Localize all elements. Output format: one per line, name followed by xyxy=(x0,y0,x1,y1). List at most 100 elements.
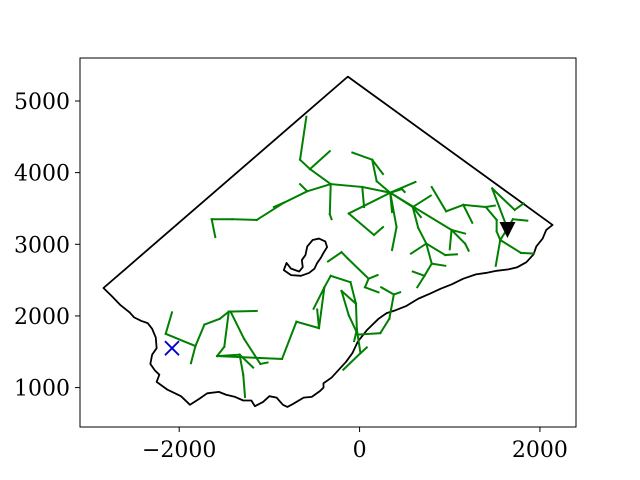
y-tick-label: 1000 xyxy=(14,377,70,402)
network-segment xyxy=(347,191,392,215)
network-segment xyxy=(298,182,309,193)
network-segment xyxy=(356,332,382,336)
network-segment xyxy=(424,242,447,257)
network-segment xyxy=(463,242,471,253)
network-segment xyxy=(347,313,360,336)
network-segment xyxy=(223,310,230,348)
network-segment xyxy=(329,274,352,284)
network-segment xyxy=(354,302,358,331)
network-segment xyxy=(389,191,398,229)
network-segment xyxy=(379,285,396,296)
network-segment xyxy=(298,158,312,171)
x-tick-label: −2000 xyxy=(142,438,216,463)
network-segment xyxy=(450,228,467,245)
network-segment xyxy=(328,183,332,216)
network-segment xyxy=(361,185,366,209)
network-segment xyxy=(229,310,246,341)
network-segment xyxy=(448,228,453,251)
network-segment xyxy=(323,274,333,289)
network-segment xyxy=(444,203,465,213)
source-marker xyxy=(164,340,180,356)
network-segment xyxy=(349,281,358,305)
map-boundary xyxy=(102,75,554,408)
network-segment xyxy=(341,351,362,372)
network-segment xyxy=(189,344,197,365)
network-segment xyxy=(462,203,487,209)
network-segment xyxy=(351,151,374,162)
network-segment xyxy=(416,226,428,245)
network-segment xyxy=(359,346,369,355)
x-tick-label: 0 xyxy=(353,438,367,463)
network-segment xyxy=(328,212,333,221)
network-segment xyxy=(388,191,453,232)
network-segment xyxy=(494,238,502,267)
x-tick-label: 2000 xyxy=(512,438,568,463)
network-segment xyxy=(371,158,378,183)
x-axis: −2000 0 2000 xyxy=(142,427,568,463)
y-tick-label: 4000 xyxy=(14,162,70,187)
network-segment xyxy=(484,205,499,222)
y-tick-label: 3000 xyxy=(14,233,70,258)
y-axis: 1000 2000 3000 4000 5000 xyxy=(14,90,80,402)
network-segment xyxy=(400,187,407,194)
network-segment xyxy=(164,311,174,336)
network-segment xyxy=(450,228,467,235)
network-segment xyxy=(444,253,459,257)
network-segment xyxy=(306,182,332,193)
network-segment xyxy=(282,189,309,205)
network-segment xyxy=(242,337,262,366)
network-segment xyxy=(411,270,426,278)
network-segment xyxy=(216,355,284,360)
network-segment xyxy=(430,262,447,267)
network-segment xyxy=(513,202,526,212)
target-marker xyxy=(499,221,516,238)
network-segment xyxy=(215,345,226,358)
network-segment xyxy=(388,187,404,194)
network-segment xyxy=(308,167,333,186)
network-segment xyxy=(346,257,370,281)
network-segment xyxy=(308,149,332,171)
network-segment xyxy=(495,230,502,242)
network-segment xyxy=(367,273,379,280)
network-segment xyxy=(272,201,286,209)
network-segment xyxy=(298,115,308,161)
network-segment xyxy=(231,218,258,221)
network-segment xyxy=(210,218,217,239)
axes-frame xyxy=(79,57,577,428)
network-segment xyxy=(378,317,391,335)
network-segment xyxy=(415,274,426,289)
network-segment xyxy=(340,250,350,261)
data-layer xyxy=(102,75,554,408)
network-segment xyxy=(372,225,385,237)
network-segment xyxy=(317,286,326,330)
network-segment xyxy=(312,285,326,311)
network-segment xyxy=(461,203,474,225)
network-segment xyxy=(361,185,392,194)
network-segment xyxy=(511,218,529,222)
network-segment xyxy=(227,309,258,313)
network-segment xyxy=(411,194,433,209)
network-segment xyxy=(375,179,392,195)
network-segment xyxy=(370,158,385,176)
network-segment xyxy=(490,186,517,212)
network-segment xyxy=(280,320,298,361)
network-segment xyxy=(203,317,222,326)
network-segment xyxy=(326,250,343,263)
network-segment xyxy=(498,238,523,255)
network-segment xyxy=(430,185,448,213)
network-segment xyxy=(423,262,434,278)
network-segment xyxy=(295,320,321,330)
network-segment xyxy=(484,204,496,209)
network-segment xyxy=(259,361,269,366)
network-segment xyxy=(411,205,420,230)
network-segment xyxy=(164,332,197,348)
network-segment xyxy=(425,242,433,265)
network-segment xyxy=(519,251,535,255)
network-segment xyxy=(390,225,398,252)
y-tick-label: 2000 xyxy=(14,305,70,330)
network-segment xyxy=(347,212,376,237)
network-segment xyxy=(329,183,364,189)
network-segment xyxy=(388,293,395,320)
network-segment xyxy=(340,289,350,317)
